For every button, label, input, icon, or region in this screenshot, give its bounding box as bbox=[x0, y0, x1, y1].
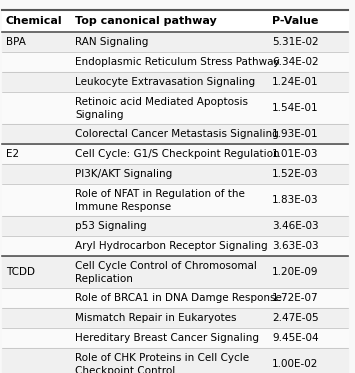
Bar bbox=[2, 92, 348, 124]
Text: Hereditary Breast Cancer Signaling: Hereditary Breast Cancer Signaling bbox=[75, 333, 259, 343]
Text: Endoplasmic Reticulum Stress Pathway: Endoplasmic Reticulum Stress Pathway bbox=[75, 57, 280, 67]
Text: Cell Cycle: G1/S Checkpoint Regulation: Cell Cycle: G1/S Checkpoint Regulation bbox=[75, 149, 280, 159]
Text: Chemical: Chemical bbox=[6, 16, 62, 26]
Bar bbox=[2, 72, 348, 92]
Text: Leukocyte Extravasation Signaling: Leukocyte Extravasation Signaling bbox=[75, 77, 255, 87]
Bar bbox=[2, 256, 348, 288]
Text: 1.01E-03: 1.01E-03 bbox=[272, 149, 318, 159]
Bar bbox=[2, 32, 348, 52]
Text: 1.00E-02: 1.00E-02 bbox=[272, 359, 318, 369]
Text: Cell Cycle Control of Chromosomal
Replication: Cell Cycle Control of Chromosomal Replic… bbox=[75, 261, 257, 284]
Bar bbox=[2, 348, 348, 373]
Text: p53 Signaling: p53 Signaling bbox=[75, 221, 147, 231]
Text: Retinoic acid Mediated Apoptosis
Signaling: Retinoic acid Mediated Apoptosis Signali… bbox=[75, 97, 248, 120]
Text: Colorectal Cancer Metastasis Signaling: Colorectal Cancer Metastasis Signaling bbox=[75, 129, 279, 139]
Text: Aryl Hydrocarbon Receptor Signaling: Aryl Hydrocarbon Receptor Signaling bbox=[75, 241, 268, 251]
Text: Role of NFAT in Regulation of the
Immune Response: Role of NFAT in Regulation of the Immune… bbox=[75, 189, 245, 212]
Text: 1.54E-01: 1.54E-01 bbox=[272, 103, 319, 113]
Bar bbox=[2, 288, 348, 308]
Bar bbox=[2, 308, 348, 328]
Text: BPA: BPA bbox=[6, 37, 26, 47]
Text: 3.46E-03: 3.46E-03 bbox=[272, 221, 319, 231]
Text: 3.63E-03: 3.63E-03 bbox=[272, 241, 319, 251]
Text: 9.45E-04: 9.45E-04 bbox=[272, 333, 319, 343]
Text: Role of BRCA1 in DNA Damge Response: Role of BRCA1 in DNA Damge Response bbox=[75, 293, 282, 303]
Text: 5.31E-02: 5.31E-02 bbox=[272, 37, 319, 47]
Bar bbox=[2, 236, 348, 256]
Bar bbox=[2, 10, 348, 32]
Text: 2.47E-05: 2.47E-05 bbox=[272, 313, 319, 323]
Text: 1.20E-09: 1.20E-09 bbox=[272, 267, 318, 277]
Text: E2: E2 bbox=[6, 149, 19, 159]
Bar bbox=[2, 216, 348, 236]
Bar bbox=[2, 124, 348, 144]
Text: 1.72E-07: 1.72E-07 bbox=[272, 293, 319, 303]
Bar bbox=[2, 164, 348, 184]
Text: 1.83E-03: 1.83E-03 bbox=[272, 195, 319, 205]
Text: Top canonical pathway: Top canonical pathway bbox=[75, 16, 217, 26]
Bar bbox=[2, 328, 348, 348]
Text: Role of CHK Proteins in Cell Cycle
Checkpoint Control: Role of CHK Proteins in Cell Cycle Check… bbox=[75, 353, 249, 373]
Text: P-Value: P-Value bbox=[272, 16, 318, 26]
Text: Mismatch Repair in Eukaryotes: Mismatch Repair in Eukaryotes bbox=[75, 313, 236, 323]
Bar bbox=[2, 184, 348, 216]
Text: 1.52E-03: 1.52E-03 bbox=[272, 169, 319, 179]
Text: 6.34E-02: 6.34E-02 bbox=[272, 57, 319, 67]
Text: PI3K/AKT Signaling: PI3K/AKT Signaling bbox=[75, 169, 172, 179]
Text: RAN Signaling: RAN Signaling bbox=[75, 37, 148, 47]
Text: TCDD: TCDD bbox=[6, 267, 35, 277]
Text: 1.24E-01: 1.24E-01 bbox=[272, 77, 319, 87]
Text: 1.93E-01: 1.93E-01 bbox=[272, 129, 319, 139]
Bar bbox=[2, 144, 348, 164]
Bar bbox=[2, 52, 348, 72]
